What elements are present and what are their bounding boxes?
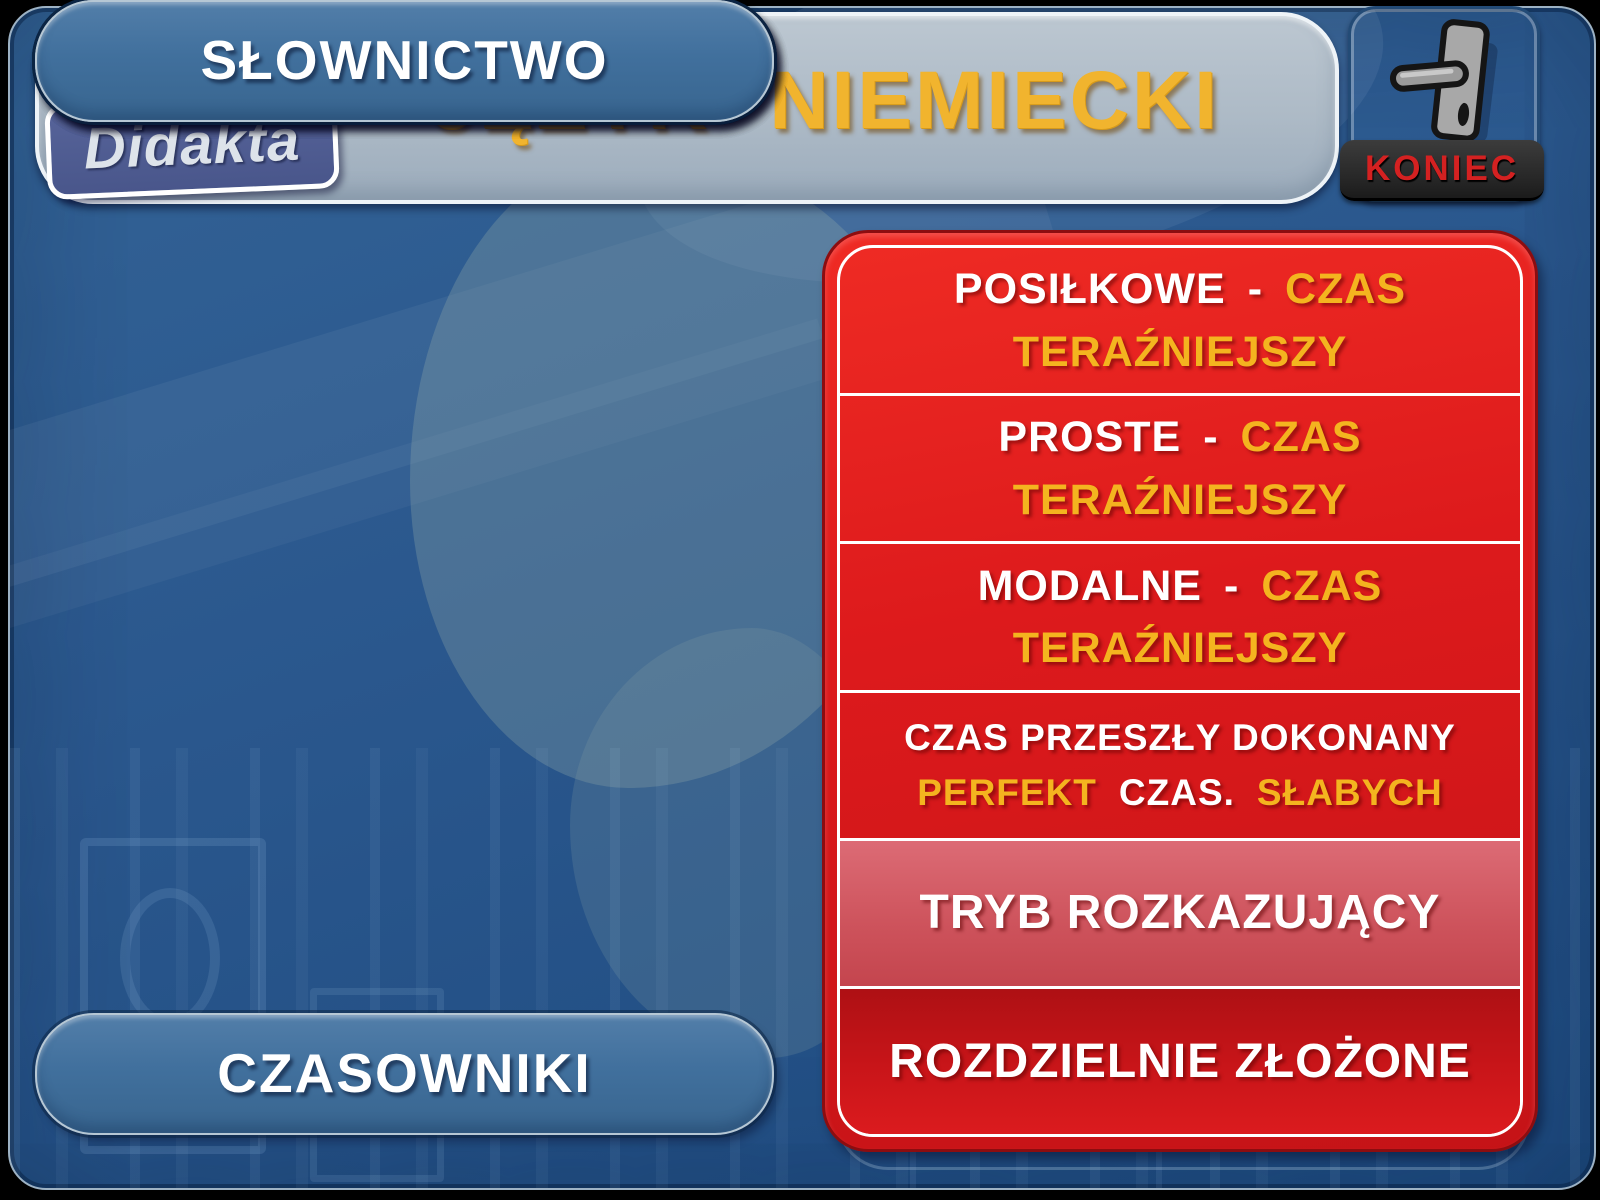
menu-item-slownictwo[interactable]: SŁOWNICTWO bbox=[35, 0, 774, 122]
submenu-text: - bbox=[1203, 413, 1219, 462]
submenu-item-rozdzielnie-zlozone[interactable]: ROZDZIELNIE ZŁOŻONE bbox=[840, 985, 1520, 1134]
submenu-text: CZAS bbox=[1240, 413, 1362, 462]
door-handle-icon bbox=[1389, 19, 1498, 143]
submenu-item-tryb-rozkazujacy[interactable]: TRYB ROZKAZUJĄCY bbox=[840, 837, 1520, 986]
menu-item-label: SŁOWNICTWO bbox=[200, 29, 609, 92]
submenu-text: SŁABYCH bbox=[1256, 772, 1443, 814]
submenu-text: POSIŁKOWE bbox=[953, 265, 1226, 314]
submenu-text: ROZDZIELNIE ZŁOŻONE bbox=[889, 1034, 1471, 1088]
submenu-list: POSIŁKOWE - CZAS TERAŹNIEJSZY PROSTE - CZAS … bbox=[837, 245, 1523, 1137]
submenu-text: TERAŹNIEJSZY bbox=[1012, 327, 1348, 376]
submenu-text: CZAS PRZESZŁY DOKONANY bbox=[904, 716, 1456, 758]
menu-item-label: CZASOWNIKI bbox=[217, 1042, 592, 1105]
submenu-item-modalne-czas-terazniejszy[interactable]: MODALNE - CZAS TERAŹNIEJSZY bbox=[840, 541, 1520, 689]
submenu-panel: POSIŁKOWE - CZAS TERAŹNIEJSZY PROSTE - CZAS … bbox=[822, 230, 1538, 1152]
submenu-text: MODALNE bbox=[977, 561, 1202, 610]
submenu-item-posilkowe-czas-terazniejszy[interactable]: POSIŁKOWE - CZAS TERAŹNIEJSZY bbox=[840, 248, 1520, 393]
submenu-item-czas-przeszly-perfekt[interactable]: CZAS PRZESZŁY DOKONANY PERFEKT CZAS. SŁABY… bbox=[840, 689, 1520, 838]
submenu-text: PERFEKT bbox=[917, 772, 1097, 814]
menu-item-czasowniki[interactable]: CZASOWNIKI bbox=[35, 1013, 774, 1135]
submenu-item-proste-czas-terazniejszy[interactable]: PROSTE - CZAS TERAŹNIEJSZY bbox=[840, 393, 1520, 541]
submenu-text: - bbox=[1223, 561, 1240, 610]
exit-banner[interactable]: KONIEC bbox=[1340, 140, 1544, 201]
submenu-text: PROSTE bbox=[998, 413, 1182, 462]
submenu-text: CZAS bbox=[1285, 265, 1407, 314]
exit-label: KONIEC bbox=[1364, 149, 1520, 188]
submenu-text: TERAŹNIEJSZY bbox=[1012, 623, 1348, 672]
submenu-text: CZAS. bbox=[1118, 772, 1235, 814]
submenu-text: TERAŹNIEJSZY bbox=[1012, 475, 1348, 524]
bg-ring-outline bbox=[120, 888, 220, 1028]
submenu-text: TRYB ROZKAZUJĄCY bbox=[919, 886, 1441, 940]
submenu-text: - bbox=[1247, 265, 1264, 314]
bg-diagonal-streak bbox=[10, 318, 835, 698]
submenu-text: CZAS bbox=[1261, 561, 1383, 610]
